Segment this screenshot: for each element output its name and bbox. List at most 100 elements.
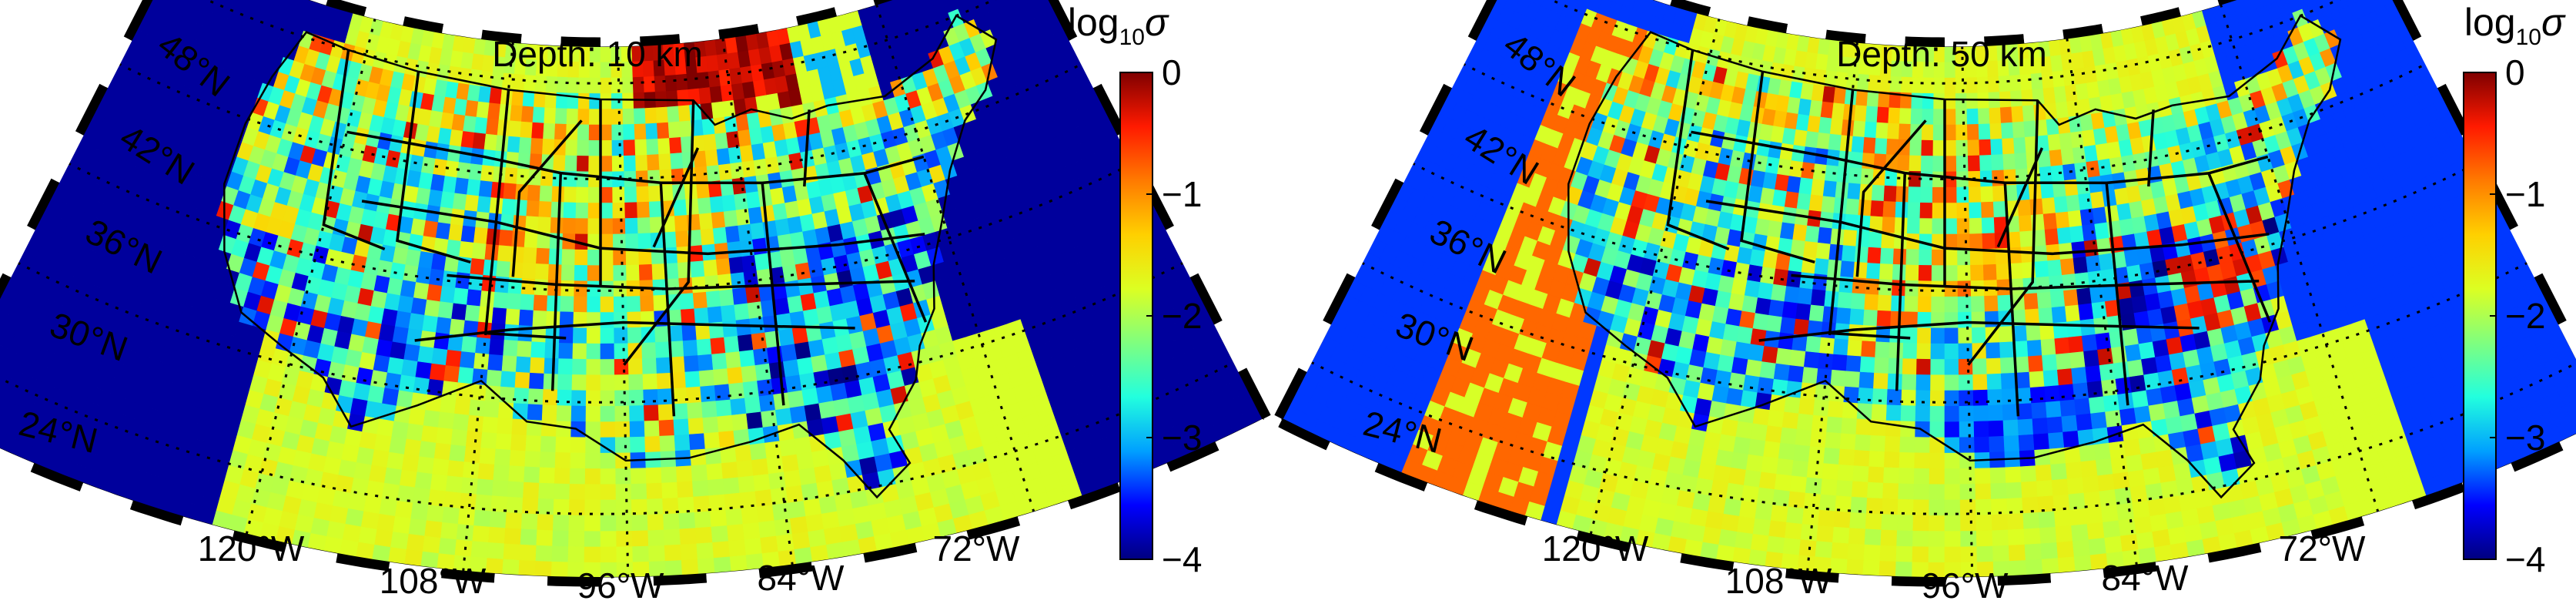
map-cell [1957, 295, 1972, 313]
map-cell [1848, 324, 1864, 341]
map-cell [756, 504, 775, 522]
map-cell [665, 89, 679, 107]
map-cell [1750, 422, 1768, 441]
map-cell [574, 264, 588, 281]
map-cell [530, 357, 546, 374]
map-cell [2058, 242, 2074, 260]
conductivity-map-10km[interactable] [0, 0, 1263, 579]
map-cell [576, 186, 589, 203]
map-cell [1821, 320, 1837, 339]
map-cell [677, 89, 690, 106]
map-cell [631, 529, 649, 547]
map-cell [697, 557, 716, 575]
map-cell [661, 481, 678, 499]
colorbar-tick-label: −1 [1162, 174, 1202, 214]
map-cell [2132, 500, 2150, 518]
map-cell [611, 155, 625, 172]
map-cell [462, 461, 480, 479]
map-cell [1726, 387, 1744, 406]
map-cell [1865, 512, 1882, 530]
map-cell [552, 529, 570, 547]
map-cell [2129, 374, 2146, 393]
map-cell [698, 86, 712, 104]
map-cell [326, 520, 346, 540]
map-cell [432, 458, 450, 476]
map-cell [625, 233, 639, 250]
map-cell [1688, 428, 1707, 448]
map-cell [1791, 459, 1809, 478]
map-cell [630, 467, 647, 485]
map-cell [417, 455, 435, 475]
map-cell [687, 417, 704, 434]
map-cell [2143, 371, 2161, 391]
map-cell [637, 201, 651, 218]
map-cell [2072, 539, 2091, 557]
map-cell [574, 280, 588, 297]
map-cell [706, 462, 724, 481]
map-cell [539, 466, 556, 484]
map-cell [564, 154, 578, 172]
map-cell [410, 297, 427, 316]
map-cell [2180, 508, 2200, 527]
map-cell [2071, 523, 2089, 542]
map-cell [754, 252, 770, 271]
map-cell [760, 535, 779, 554]
map-cell [1958, 374, 1974, 391]
map-cell [1803, 351, 1820, 369]
map-cell [423, 220, 439, 238]
map-cell [2071, 366, 2088, 384]
map-cell [724, 225, 741, 243]
map-cell [1975, 514, 1993, 532]
map-cell [749, 442, 768, 461]
map-cell [522, 262, 537, 280]
map-cell [2007, 528, 2026, 545]
map-cell [739, 349, 756, 367]
map-cell [711, 352, 728, 370]
map-cell [1944, 515, 1961, 532]
map-cell [645, 122, 658, 139]
map-cell [588, 139, 601, 156]
map-cell [493, 291, 509, 309]
map-cell [390, 341, 407, 360]
map-cell [1914, 436, 1931, 453]
map-cell [2040, 337, 2056, 356]
map-cell [1932, 202, 1945, 219]
map-cell [681, 324, 698, 341]
map-cell [1915, 404, 1931, 422]
map-cell [567, 76, 580, 93]
map-cell [1981, 201, 1995, 218]
map-cell [646, 482, 663, 499]
map-cell [624, 217, 639, 234]
map-cell [473, 509, 492, 527]
map-cell [525, 434, 542, 452]
map-cell [1858, 371, 1875, 389]
map-cell [697, 196, 712, 214]
map-cell [1996, 263, 2011, 280]
map-cell [539, 451, 557, 468]
map-cell [1795, 428, 1812, 447]
map-cell [612, 186, 625, 203]
map-cell [794, 436, 812, 455]
map-cell [395, 310, 412, 329]
map-cell [1885, 404, 1902, 421]
map-cell [1757, 486, 1775, 505]
map-cell [1793, 444, 1811, 462]
map-cell [1890, 310, 1905, 327]
map-cell [600, 264, 614, 281]
lon-label-96w: 96°W [577, 565, 665, 606]
map-cell [600, 311, 614, 328]
map-cell [557, 389, 573, 406]
map-cell [382, 387, 400, 406]
map-cell [1708, 495, 1727, 514]
map-cell [421, 424, 439, 443]
conductivity-map-50km[interactable] [1282, 0, 2576, 579]
map-cell [1912, 515, 1929, 532]
map-cell [497, 244, 513, 262]
map-cell [536, 247, 550, 264]
map-cell [679, 527, 698, 545]
map-cell [1899, 451, 1915, 468]
map-cell [680, 307, 696, 326]
map-cell [1986, 373, 2002, 390]
map-cell [651, 263, 667, 280]
map-cell [577, 123, 590, 141]
